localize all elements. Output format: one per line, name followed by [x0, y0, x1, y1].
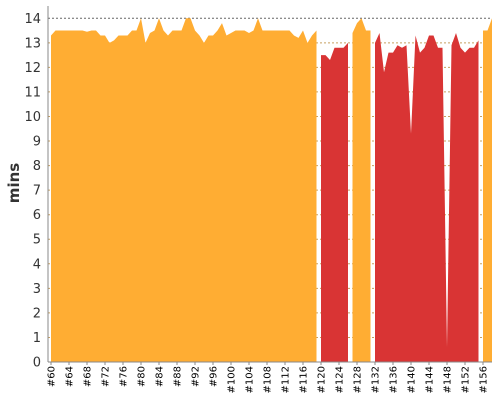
x-tick-label: #72: [101, 366, 112, 387]
success-area: [51, 18, 317, 363]
x-tick-label: #112: [281, 366, 292, 393]
x-tick-label: #64: [65, 366, 76, 387]
y-tick-label: 2: [33, 306, 41, 321]
x-tick-label: #104: [245, 366, 256, 393]
x-tick-label: #60: [47, 366, 58, 387]
x-tick-label: #76: [119, 366, 130, 387]
y-tick-label: 10: [24, 110, 41, 125]
failure-area: [321, 42, 348, 363]
x-tick-label: #80: [137, 366, 148, 387]
x-tick-label: #92: [191, 366, 202, 387]
success-area: [483, 18, 492, 363]
x-tick-label: #144: [425, 366, 436, 393]
series-areas: [51, 18, 492, 363]
x-tick-label: #148: [443, 366, 454, 393]
y-tick-label: 12: [24, 61, 41, 76]
x-tick-label: #88: [173, 366, 184, 387]
y-axis-label: mins: [5, 163, 23, 203]
y-tick-label: 13: [24, 36, 41, 51]
x-tick-label: #140: [407, 366, 418, 393]
x-tick-label: #136: [389, 366, 400, 393]
axes: [47, 6, 492, 363]
y-tick-label: 3: [33, 282, 41, 297]
y-tick-label: 9: [33, 135, 41, 150]
x-tick-label: #100: [227, 366, 238, 393]
y-tick-label: 8: [33, 159, 41, 174]
y-tick-label: 4: [33, 257, 41, 272]
x-tick-label: #116: [299, 366, 310, 393]
y-tick-label: 7: [33, 184, 41, 199]
x-tick-label: #96: [209, 366, 220, 387]
y-tick-label: 1: [33, 331, 41, 346]
y-tick-label: 6: [33, 208, 41, 223]
x-tick-label: #128: [353, 366, 364, 393]
y-tick-label: 14: [24, 12, 41, 27]
x-tick-label: #120: [317, 366, 328, 393]
x-tick-label: #68: [83, 366, 94, 387]
y-tick-label: 0: [33, 356, 41, 371]
y-tick-label: 5: [33, 233, 41, 248]
x-tick-label: #124: [335, 366, 346, 393]
x-tick-label: #132: [371, 366, 382, 393]
x-tick-label: #152: [461, 366, 472, 393]
x-tick-label: #84: [155, 366, 166, 387]
failure-area: [375, 33, 479, 362]
y-tick-label: 11: [24, 85, 41, 100]
x-tick-label: #108: [263, 366, 274, 393]
x-tick-labels: #60 #64 #68 #72 #76 #80 #84 #88 #92 #96 #100 #104 #1…: [47, 362, 490, 393]
success-area: [352, 18, 371, 363]
x-tick-label: #156: [479, 366, 490, 393]
